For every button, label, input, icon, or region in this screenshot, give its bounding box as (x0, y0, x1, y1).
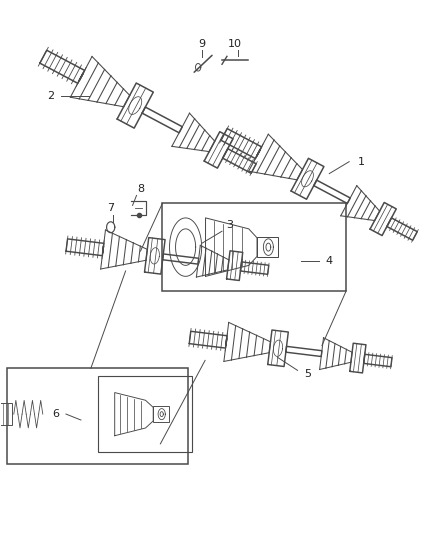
Text: 7: 7 (107, 204, 114, 213)
Bar (0, 403, 12, 425)
Bar (7, 368, 188, 464)
Bar (98, 376, 192, 452)
Bar (257, 237, 278, 257)
Text: 5: 5 (304, 369, 311, 379)
Text: 1: 1 (357, 157, 364, 167)
Text: 8: 8 (137, 184, 144, 195)
Text: 6: 6 (53, 409, 60, 419)
Text: 9: 9 (198, 39, 206, 50)
Text: 10: 10 (228, 39, 242, 50)
Text: 2: 2 (47, 91, 55, 101)
Text: 4: 4 (326, 256, 333, 266)
Bar (153, 406, 169, 422)
Bar (162, 204, 346, 291)
Text: 3: 3 (226, 220, 233, 230)
